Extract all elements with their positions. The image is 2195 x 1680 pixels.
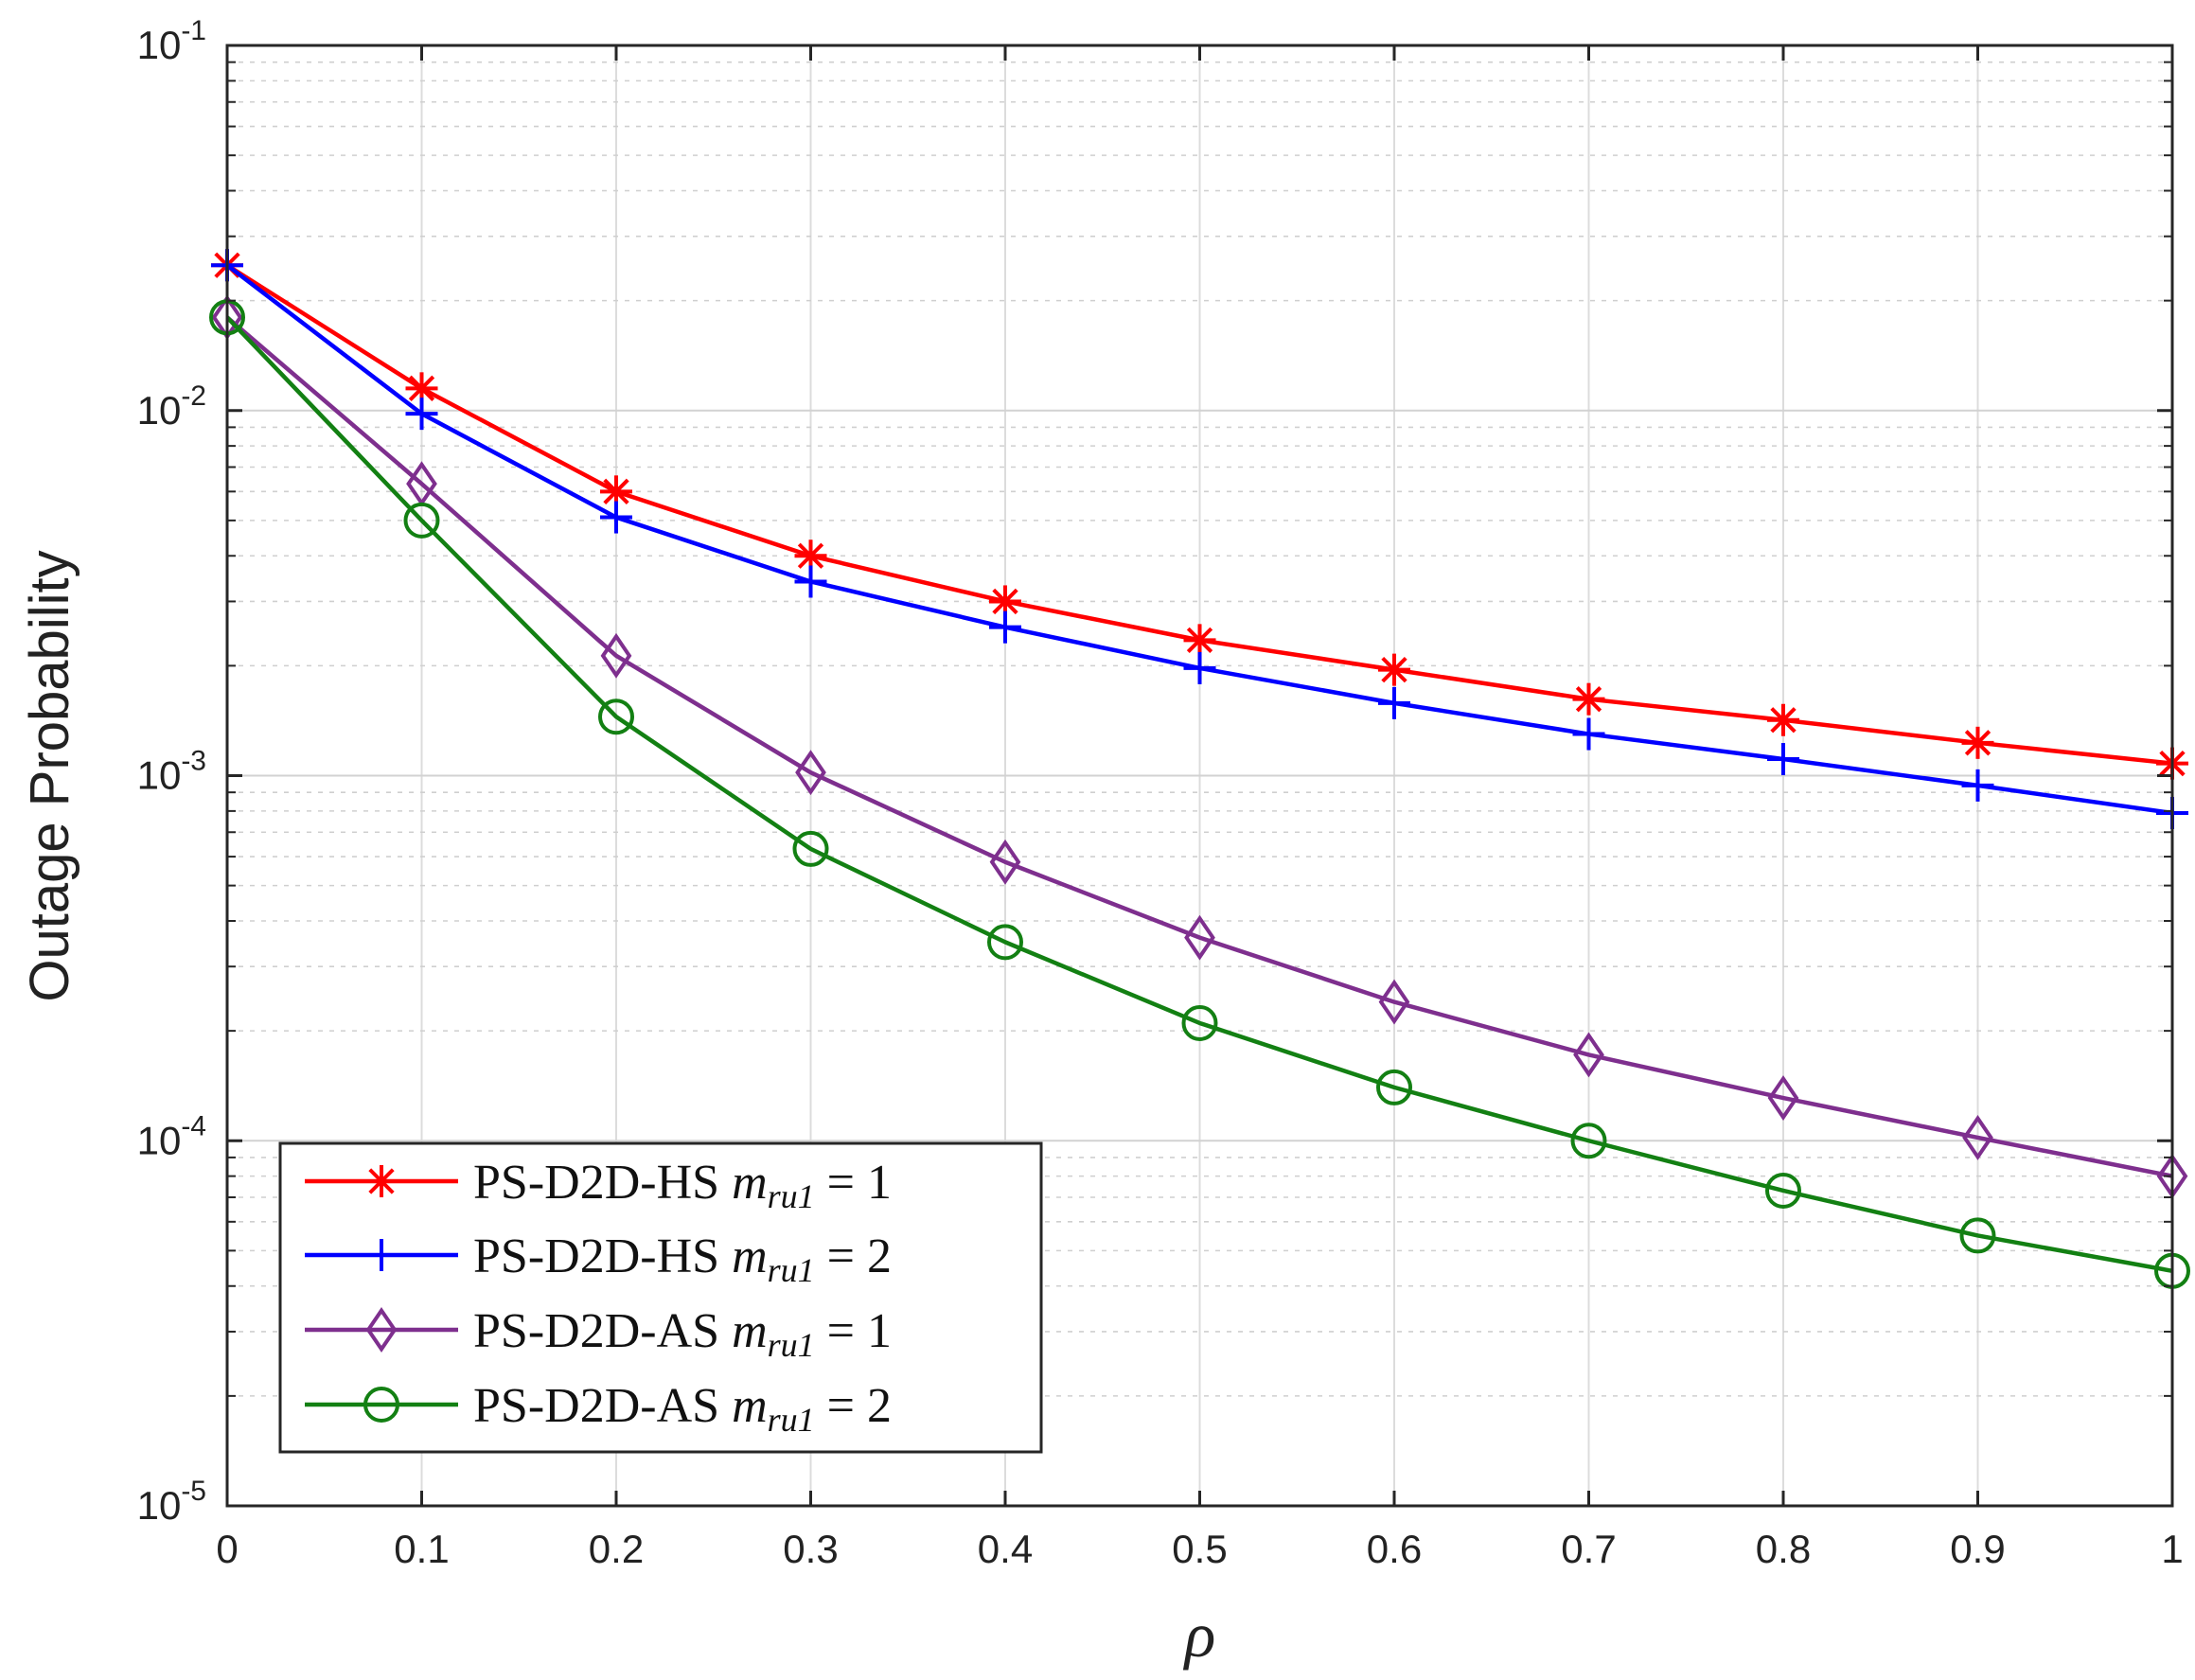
y-tick-label: 10-1: [137, 15, 206, 67]
data-point-circle: [598, 699, 634, 735]
legend-label: PS-D2D-AS mru1 = 2: [473, 1379, 892, 1439]
data-point-asterisk: [1767, 703, 1799, 736]
x-axis-label: ρ: [1183, 1599, 1216, 1671]
y-tick-labels: 10-5 10-4 10-3 10-2 10-1: [137, 15, 206, 1528]
legend-entry: PS-D2D-AS mru1 = 1: [305, 1304, 892, 1364]
data-point-plus: [794, 565, 827, 598]
x-tick-label: 1: [2161, 1527, 2183, 1571]
x-tick-labels: 0 0.1 0.2 0.3 0.4 0.5 0.6 0.7 0.8 0.9 1: [216, 1527, 2183, 1571]
y-tick-label: 10-4: [137, 1110, 206, 1162]
data-point-plus: [1767, 743, 1799, 776]
data-point-diamond: [365, 1307, 398, 1353]
data-point-plus: [365, 1239, 398, 1271]
series-circle: [209, 299, 2190, 1289]
data-point-diamond: [1573, 1032, 1604, 1078]
data-point-circle: [1181, 1004, 1218, 1041]
legend-label: PS-D2D-HS mru1 = 2: [473, 1229, 892, 1289]
data-point-diamond: [1962, 1114, 1993, 1160]
data-point-diamond: [1767, 1075, 1799, 1121]
y-tick-label: 10-3: [137, 746, 206, 798]
data-point-asterisk: [1183, 624, 1216, 657]
series-plus: [211, 249, 2188, 829]
y-tick-label: 10-2: [137, 380, 206, 433]
data-point-diamond: [1184, 914, 1215, 961]
data-point-plus: [989, 610, 1021, 644]
data-point-plus: [1378, 686, 1410, 719]
y-tick-label: 10-5: [137, 1476, 206, 1528]
legend-entry: PS-D2D-AS mru1 = 2: [305, 1379, 892, 1439]
legend-label: PS-D2D-AS mru1 = 1: [473, 1304, 892, 1364]
data-point-circle: [1570, 1123, 1607, 1159]
legend-box: [278, 1141, 1043, 1454]
series-line: [225, 315, 2173, 1274]
data-point-circle: [792, 830, 829, 867]
x-tick-label: 0: [216, 1527, 238, 1571]
data-point-circle: [1959, 1217, 1996, 1254]
x-tick-label: 0.6: [1367, 1527, 1422, 1571]
data-point-plus: [1572, 717, 1605, 751]
data-point-circle: [1765, 1172, 1801, 1209]
x-tick-label: 0.9: [1950, 1527, 2005, 1571]
data-point-diamond: [600, 632, 632, 679]
x-tick-label: 0.4: [978, 1527, 1033, 1571]
data-point-circle: [403, 502, 440, 539]
data-point-asterisk: [1572, 682, 1605, 716]
legend-label: PS-D2D-HS mru1 = 1: [473, 1156, 892, 1215]
axis-ticks: [225, 44, 2174, 1508]
x-tick-label: 0.8: [1756, 1527, 1811, 1571]
data-point-diamond: [1378, 979, 1410, 1025]
series-line: [225, 315, 2173, 1178]
data-point-diamond: [795, 750, 826, 796]
series-layer: [209, 249, 2190, 1289]
data-point-circle: [1376, 1069, 1412, 1105]
legend: PS-D2D-HS mru1 = 1 PS-D2D-HS mru1 = 2 PS-D…: [278, 1141, 1043, 1454]
x-tick-label: 0.7: [1561, 1527, 1616, 1571]
x-tick-label: 0.5: [1172, 1527, 1227, 1571]
data-point-asterisk: [1378, 653, 1410, 686]
legend-entry: PS-D2D-HS mru1 = 2: [305, 1229, 892, 1289]
data-point-asterisk: [365, 1165, 398, 1197]
x-tick-label: 0.3: [783, 1527, 838, 1571]
data-point-plus: [405, 398, 438, 431]
y-axis-label: Outage Probability: [19, 550, 80, 1001]
x-tick-label: 0.2: [589, 1527, 644, 1571]
data-point-diamond: [989, 839, 1021, 885]
data-point-circle: [363, 1387, 399, 1423]
legend-entry: PS-D2D-HS mru1 = 1: [305, 1156, 892, 1215]
data-point-plus: [1961, 769, 1994, 802]
data-point-plus: [600, 501, 632, 534]
x-tick-label: 0.1: [394, 1527, 449, 1571]
data-point-asterisk: [1961, 726, 1994, 759]
data-point-circle: [987, 924, 1023, 961]
data-point-plus: [1183, 651, 1216, 684]
